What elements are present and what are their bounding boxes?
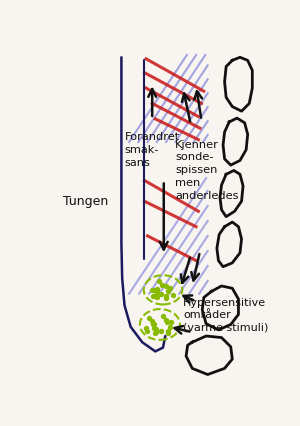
Text: Forandret
smak-
sans: Forandret smak- sans [124,132,180,167]
Text: Hypersensitive
områder
(varme stimuli): Hypersensitive områder (varme stimuli) [183,297,268,332]
Text: Tungen: Tungen [63,195,109,208]
Text: Kjenner
sonde-
spissen
men
anderledes: Kjenner sonde- spissen men anderledes [175,140,239,201]
